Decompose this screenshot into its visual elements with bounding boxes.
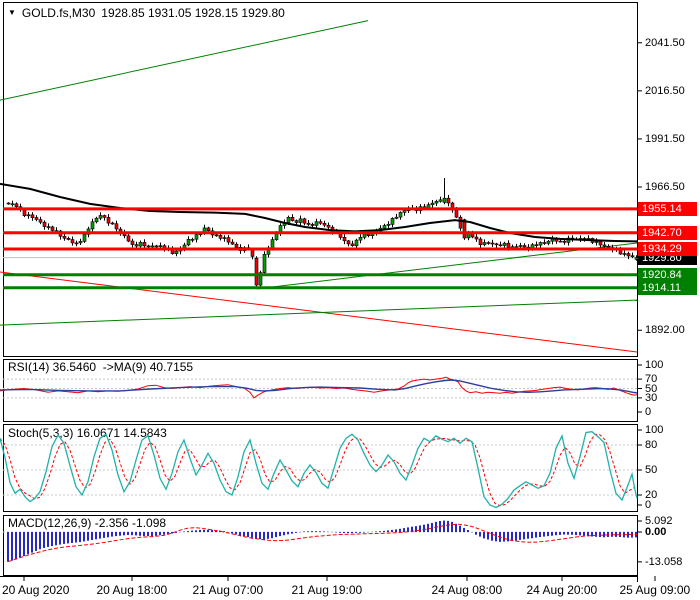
resistance-badge: 1942.70	[638, 226, 697, 240]
price-tick-label: 2016.50	[645, 85, 685, 97]
main-chart-panel[interactable]	[3, 2, 637, 356]
rsi-tick-label: 50	[645, 383, 658, 395]
chart-title-bar: ▼ GOLD.fs,M30 1928.85 1931.05 1928.15 19…	[8, 6, 285, 20]
resistance-badge: 1955.14	[638, 202, 697, 216]
stoch-tick-label: 80	[645, 439, 658, 451]
stoch-tick-label: 0	[645, 499, 652, 511]
stoch-tick-label: 20	[645, 489, 658, 501]
rsi-tick-label: 70	[645, 373, 658, 385]
trendline-red-descending[interactable]	[0, 271, 638, 353]
time-tick-label: 21 Aug 07:00	[192, 583, 264, 597]
rsi-label: RSI(14) 36.5460 ->MA(9) 40.7155	[8, 360, 194, 374]
time-tick-label: 25 Aug 09:00	[619, 583, 691, 597]
stoch-panel[interactable]	[3, 424, 637, 511]
macd-panel[interactable]	[3, 515, 637, 575]
macd-tick-label: 5.092	[645, 515, 673, 527]
stoch-tick-label: 100	[645, 424, 664, 436]
macd-tick-label: -13.058	[645, 556, 683, 568]
time-tick-label: 24 Aug 20:00	[526, 583, 598, 597]
trendline-green-recent[interactable]	[256, 242, 638, 290]
support-badge: 1914.11	[638, 281, 697, 295]
time-tick-label: 20 Aug 18:00	[96, 583, 168, 597]
rsi-tick-label: 0	[645, 406, 652, 418]
stoch-frame	[3, 424, 638, 512]
macd-label: MACD(12,26,9) -2.356 -1.098	[8, 516, 167, 530]
time-tick-label: 20 Aug 2020	[2, 583, 70, 597]
support-badge: 1920.84	[638, 268, 697, 282]
time-tick-label: 21 Aug 19:00	[291, 583, 363, 597]
macd-signal-line	[7, 523, 637, 563]
macd-frame	[3, 515, 638, 576]
ohlc-quote: 1928.85 1931.05 1928.15 1929.80	[101, 6, 285, 20]
symbol-title: GOLD.fs,M30	[21, 6, 96, 20]
price-tick-label: 1892.00	[645, 324, 685, 336]
macd-tick-label: 0.00	[645, 526, 667, 538]
rsi-tick-label: 30	[645, 392, 658, 404]
rsi-ma-line	[0, 379, 638, 394]
trendline-green-long[interactable]	[0, 299, 638, 326]
rsi-panel[interactable]	[3, 359, 637, 421]
trendline-green-steep[interactable]	[0, 20, 369, 101]
price-scale[interactable]	[637, 0, 700, 576]
main-frame	[3, 2, 638, 357]
price-tick-label: 1991.50	[645, 133, 685, 145]
resistance-badge: 1934.29	[638, 242, 697, 256]
price-tick-label: 2041.50	[645, 37, 685, 49]
price-tick-label: 1966.50	[645, 181, 685, 193]
rsi-tick-label: 100	[645, 359, 664, 371]
stoch-tick-label: 50	[645, 464, 658, 476]
time-tick-label: 24 Aug 08:00	[431, 583, 503, 597]
symbol-dropdown-icon[interactable]: ▼	[8, 8, 16, 17]
stoch-d-line	[0, 433, 636, 507]
stoch-k-line	[0, 431, 638, 509]
macd-histogram	[7, 520, 637, 562]
time-scale[interactable]	[0, 576, 700, 600]
